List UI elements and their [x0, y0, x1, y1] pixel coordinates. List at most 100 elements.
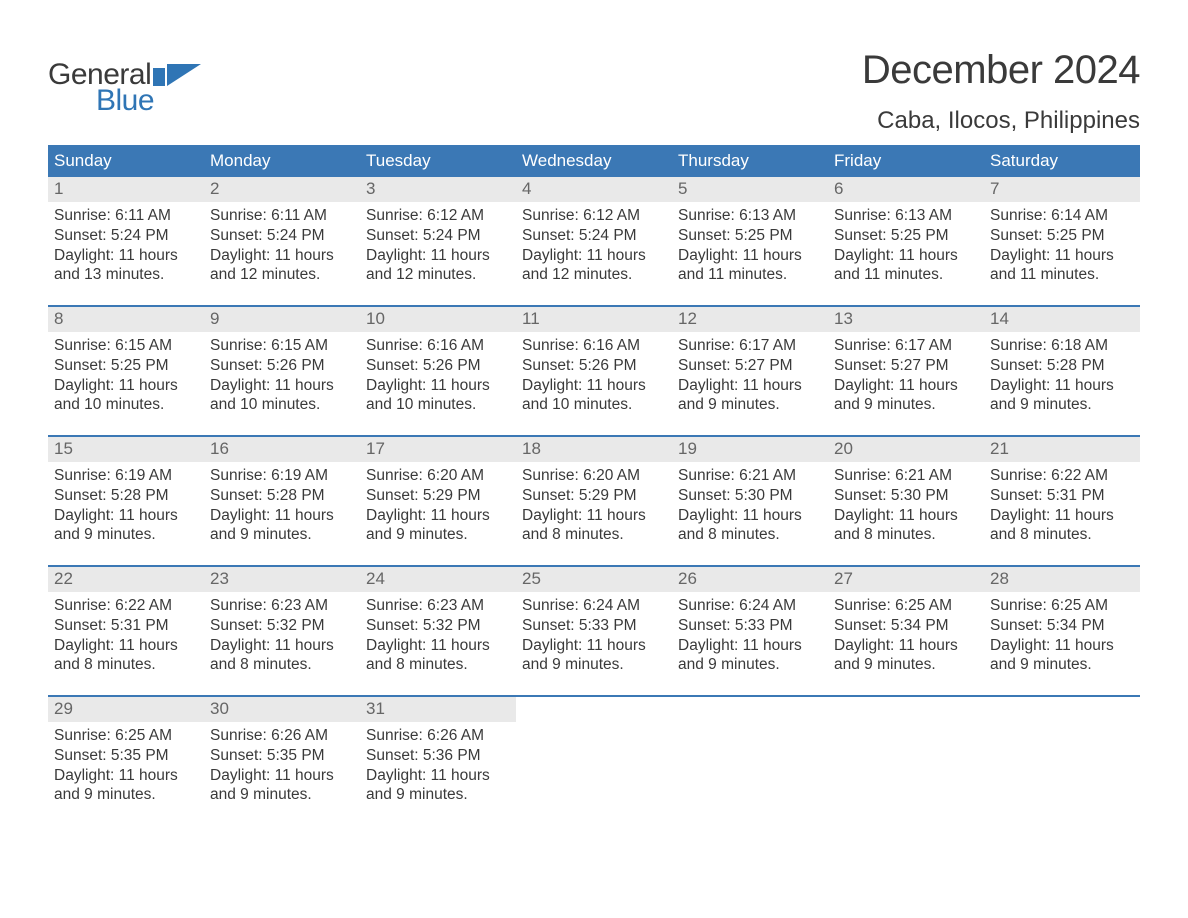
daylight-line: Daylight: 11 hours and 8 minutes. — [210, 636, 354, 676]
day-cell: 5Sunrise: 6:13 AMSunset: 5:25 PMDaylight… — [672, 177, 828, 305]
day-body: Sunrise: 6:21 AMSunset: 5:30 PMDaylight:… — [828, 462, 984, 545]
sunset-line: Sunset: 5:25 PM — [834, 226, 978, 246]
day-number — [516, 697, 672, 702]
day-body: Sunrise: 6:11 AMSunset: 5:24 PMDaylight:… — [48, 202, 204, 285]
day-number: 28 — [984, 567, 1140, 592]
week-row: 29Sunrise: 6:25 AMSunset: 5:35 PMDayligh… — [48, 695, 1140, 825]
brand-word2: Blue — [96, 84, 201, 118]
sunrise-line: Sunrise: 6:20 AM — [522, 466, 666, 486]
sunset-line: Sunset: 5:31 PM — [990, 486, 1134, 506]
sunset-line: Sunset: 5:24 PM — [210, 226, 354, 246]
day-number: 24 — [360, 567, 516, 592]
day-body: Sunrise: 6:20 AMSunset: 5:29 PMDaylight:… — [360, 462, 516, 545]
day-number — [984, 697, 1140, 702]
day-number: 27 — [828, 567, 984, 592]
day-body: Sunrise: 6:22 AMSunset: 5:31 PMDaylight:… — [48, 592, 204, 675]
sunset-line: Sunset: 5:30 PM — [678, 486, 822, 506]
sunrise-line: Sunrise: 6:22 AM — [990, 466, 1134, 486]
daylight-line: Daylight: 11 hours and 9 minutes. — [210, 766, 354, 806]
day-number: 19 — [672, 437, 828, 462]
day-body: Sunrise: 6:25 AMSunset: 5:34 PMDaylight:… — [828, 592, 984, 675]
sunrise-line: Sunrise: 6:12 AM — [522, 206, 666, 226]
day-cell: 25Sunrise: 6:24 AMSunset: 5:33 PMDayligh… — [516, 567, 672, 695]
daylight-line: Daylight: 11 hours and 9 minutes. — [54, 766, 198, 806]
day-number: 23 — [204, 567, 360, 592]
day-body: Sunrise: 6:23 AMSunset: 5:32 PMDaylight:… — [360, 592, 516, 675]
brand-logo: General Blue — [48, 58, 201, 118]
sunrise-line: Sunrise: 6:21 AM — [834, 466, 978, 486]
daylight-line: Daylight: 11 hours and 12 minutes. — [522, 246, 666, 286]
day-number: 31 — [360, 697, 516, 722]
day-number: 14 — [984, 307, 1140, 332]
daylight-line: Daylight: 11 hours and 9 minutes. — [990, 636, 1134, 676]
daylight-line: Daylight: 11 hours and 9 minutes. — [834, 636, 978, 676]
day-number — [828, 697, 984, 702]
day-cell: 9Sunrise: 6:15 AMSunset: 5:26 PMDaylight… — [204, 307, 360, 435]
weekday-wednesday: Wednesday — [516, 145, 672, 177]
sunrise-line: Sunrise: 6:25 AM — [990, 596, 1134, 616]
weekday-sunday: Sunday — [48, 145, 204, 177]
day-body: Sunrise: 6:16 AMSunset: 5:26 PMDaylight:… — [516, 332, 672, 415]
day-number: 9 — [204, 307, 360, 332]
sunrise-line: Sunrise: 6:26 AM — [366, 726, 510, 746]
day-number: 20 — [828, 437, 984, 462]
sunset-line: Sunset: 5:33 PM — [678, 616, 822, 636]
day-cell: 19Sunrise: 6:21 AMSunset: 5:30 PMDayligh… — [672, 437, 828, 565]
day-body: Sunrise: 6:14 AMSunset: 5:25 PMDaylight:… — [984, 202, 1140, 285]
sunset-line: Sunset: 5:26 PM — [522, 356, 666, 376]
day-body: Sunrise: 6:23 AMSunset: 5:32 PMDaylight:… — [204, 592, 360, 675]
day-body: Sunrise: 6:21 AMSunset: 5:30 PMDaylight:… — [672, 462, 828, 545]
sunrise-line: Sunrise: 6:16 AM — [366, 336, 510, 356]
sunrise-line: Sunrise: 6:17 AM — [678, 336, 822, 356]
sunset-line: Sunset: 5:27 PM — [678, 356, 822, 376]
weeks-container: 1Sunrise: 6:11 AMSunset: 5:24 PMDaylight… — [48, 177, 1140, 825]
sunrise-line: Sunrise: 6:19 AM — [54, 466, 198, 486]
daylight-line: Daylight: 11 hours and 8 minutes. — [678, 506, 822, 546]
day-body: Sunrise: 6:17 AMSunset: 5:27 PMDaylight:… — [828, 332, 984, 415]
daylight-line: Daylight: 11 hours and 9 minutes. — [54, 506, 198, 546]
day-cell: 7Sunrise: 6:14 AMSunset: 5:25 PMDaylight… — [984, 177, 1140, 305]
sunrise-line: Sunrise: 6:24 AM — [678, 596, 822, 616]
sunrise-line: Sunrise: 6:14 AM — [990, 206, 1134, 226]
day-number: 18 — [516, 437, 672, 462]
day-cell: 17Sunrise: 6:20 AMSunset: 5:29 PMDayligh… — [360, 437, 516, 565]
day-body: Sunrise: 6:24 AMSunset: 5:33 PMDaylight:… — [516, 592, 672, 675]
day-cell: 4Sunrise: 6:12 AMSunset: 5:24 PMDaylight… — [516, 177, 672, 305]
day-cell: 10Sunrise: 6:16 AMSunset: 5:26 PMDayligh… — [360, 307, 516, 435]
day-number: 16 — [204, 437, 360, 462]
sunset-line: Sunset: 5:25 PM — [990, 226, 1134, 246]
day-number: 30 — [204, 697, 360, 722]
daylight-line: Daylight: 11 hours and 8 minutes. — [834, 506, 978, 546]
day-cell: 30Sunrise: 6:26 AMSunset: 5:35 PMDayligh… — [204, 697, 360, 825]
sunrise-line: Sunrise: 6:18 AM — [990, 336, 1134, 356]
day-cell: 15Sunrise: 6:19 AMSunset: 5:28 PMDayligh… — [48, 437, 204, 565]
sunset-line: Sunset: 5:33 PM — [522, 616, 666, 636]
daylight-line: Daylight: 11 hours and 13 minutes. — [54, 246, 198, 286]
day-cell: 24Sunrise: 6:23 AMSunset: 5:32 PMDayligh… — [360, 567, 516, 695]
daylight-line: Daylight: 11 hours and 8 minutes. — [522, 506, 666, 546]
day-cell: 1Sunrise: 6:11 AMSunset: 5:24 PMDaylight… — [48, 177, 204, 305]
day-number: 29 — [48, 697, 204, 722]
calendar: Sunday Monday Tuesday Wednesday Thursday… — [48, 145, 1140, 825]
daylight-line: Daylight: 11 hours and 10 minutes. — [522, 376, 666, 416]
sunrise-line: Sunrise: 6:17 AM — [834, 336, 978, 356]
day-cell: 11Sunrise: 6:16 AMSunset: 5:26 PMDayligh… — [516, 307, 672, 435]
day-number: 7 — [984, 177, 1140, 202]
day-number — [672, 697, 828, 702]
day-cell: 21Sunrise: 6:22 AMSunset: 5:31 PMDayligh… — [984, 437, 1140, 565]
day-body: Sunrise: 6:19 AMSunset: 5:28 PMDaylight:… — [48, 462, 204, 545]
day-body: Sunrise: 6:25 AMSunset: 5:35 PMDaylight:… — [48, 722, 204, 805]
day-body: Sunrise: 6:16 AMSunset: 5:26 PMDaylight:… — [360, 332, 516, 415]
daylight-line: Daylight: 11 hours and 9 minutes. — [366, 506, 510, 546]
sunset-line: Sunset: 5:28 PM — [210, 486, 354, 506]
day-cell: 12Sunrise: 6:17 AMSunset: 5:27 PMDayligh… — [672, 307, 828, 435]
day-number: 8 — [48, 307, 204, 332]
header: General Blue December 2024 Caba, Ilocos,… — [48, 48, 1140, 135]
sunrise-line: Sunrise: 6:20 AM — [366, 466, 510, 486]
daylight-line: Daylight: 11 hours and 8 minutes. — [366, 636, 510, 676]
week-row: 8Sunrise: 6:15 AMSunset: 5:25 PMDaylight… — [48, 305, 1140, 435]
day-cell — [516, 697, 672, 825]
day-number: 1 — [48, 177, 204, 202]
day-number: 11 — [516, 307, 672, 332]
sunrise-line: Sunrise: 6:13 AM — [678, 206, 822, 226]
